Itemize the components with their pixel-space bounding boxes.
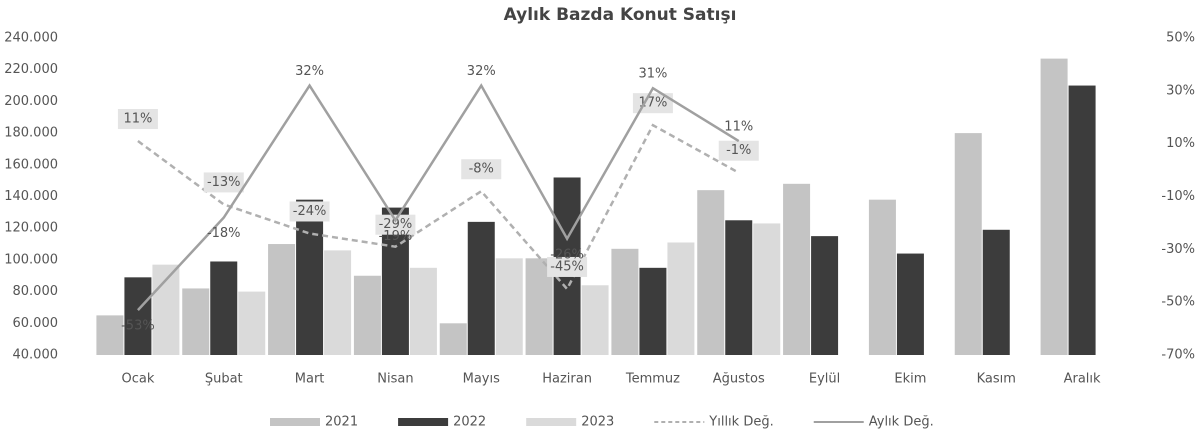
bar — [697, 190, 725, 355]
x-tick-label: Nisan — [377, 372, 413, 387]
line — [137, 83, 740, 311]
bar — [467, 221, 495, 355]
bar — [667, 242, 695, 355]
bar — [182, 288, 210, 355]
bar — [868, 199, 896, 355]
bar — [495, 258, 523, 355]
label-box — [547, 256, 588, 277]
y-tick-label: 80.000 — [13, 284, 59, 299]
data-label: -26% — [550, 247, 584, 262]
legend-swatch — [526, 418, 577, 426]
bar — [124, 277, 152, 355]
bar — [409, 267, 437, 355]
x-tick-label: Temmuz — [625, 372, 680, 387]
data-label: 11% — [123, 112, 152, 127]
bar — [811, 236, 839, 355]
x-tick-label: Haziran — [542, 372, 592, 387]
y-tick-label: 120.000 — [4, 221, 58, 236]
x-tick-label: Eylül — [809, 372, 840, 387]
label-box — [203, 172, 244, 193]
y2-tick-label: 30% — [1166, 83, 1195, 98]
y-tick-label: 180.000 — [4, 126, 58, 141]
bar — [639, 267, 667, 355]
legend-swatch — [270, 418, 320, 426]
y-tick-label: 220.000 — [4, 62, 58, 77]
bar — [439, 323, 467, 355]
label-box — [375, 214, 416, 235]
label-box — [289, 201, 330, 222]
legend-swatch — [398, 418, 449, 426]
bar — [238, 291, 266, 355]
chart-title: Aylık Bazda Konut Satışı — [504, 5, 737, 25]
data-label: -29% — [379, 217, 413, 232]
x-tick-label: Şubat — [205, 372, 243, 387]
legend-label: 2021 — [325, 415, 358, 430]
label-box — [718, 140, 759, 161]
x-tick-label: Ocak — [121, 372, 154, 387]
data-label: 32% — [467, 64, 496, 79]
bar — [1068, 85, 1096, 356]
y2-tick-label: -30% — [1161, 242, 1195, 257]
bar — [296, 199, 324, 355]
legend-label: Aylık Değ. — [869, 415, 934, 430]
y2-tick-label: -50% — [1161, 295, 1195, 310]
y-tick-label: 200.000 — [4, 94, 58, 109]
data-label: -24% — [293, 204, 327, 219]
bar — [581, 285, 609, 355]
y-tick-label: 160.000 — [4, 157, 58, 172]
x-tick-label: Mayıs — [463, 372, 500, 387]
label-box — [461, 159, 502, 180]
y2-tick-label: 50% — [1166, 31, 1195, 46]
bar — [954, 133, 982, 355]
bar — [324, 250, 352, 355]
y-tick-label: 40.000 — [13, 348, 59, 363]
bar — [1040, 58, 1068, 355]
data-label: 11% — [724, 120, 753, 135]
bar — [210, 261, 238, 355]
bar — [725, 220, 753, 355]
data-label: 31% — [638, 67, 667, 82]
x-tick-label: Ekim — [894, 372, 926, 387]
y-tick-label: 140.000 — [4, 189, 58, 204]
bar — [353, 275, 381, 355]
y-tick-label: 60.000 — [13, 316, 59, 331]
y-tick-label: 100.000 — [4, 252, 58, 267]
bar — [896, 253, 924, 355]
y2-tick-label: -10% — [1161, 189, 1195, 204]
data-label: -18% — [207, 226, 241, 241]
data-label: -19% — [379, 229, 413, 244]
data-label: -1% — [726, 143, 751, 158]
data-label: -45% — [550, 259, 584, 274]
bar — [96, 315, 124, 355]
bar — [753, 223, 781, 355]
y2-tick-label: 10% — [1166, 136, 1195, 151]
label-box — [117, 109, 158, 130]
x-tick-label: Mart — [295, 372, 325, 387]
x-tick-label: Aralık — [1064, 372, 1101, 387]
bar — [268, 244, 296, 355]
y-tick-label: 240.000 — [4, 31, 58, 46]
data-label: -53% — [121, 319, 155, 334]
data-label: 32% — [295, 64, 324, 79]
bar — [611, 248, 639, 355]
x-tick-label: Ağustos — [713, 372, 765, 387]
line — [137, 123, 740, 292]
data-label: -8% — [469, 162, 494, 177]
bar — [982, 229, 1010, 355]
legend-label: 2023 — [581, 415, 614, 430]
data-label: -13% — [207, 175, 241, 190]
legend-label: Yıllık Değ. — [708, 415, 773, 430]
x-tick-label: Kasım — [977, 372, 1016, 387]
legend-label: 2022 — [453, 415, 486, 430]
y2-tick-label: -70% — [1161, 348, 1195, 363]
bar — [783, 183, 811, 355]
